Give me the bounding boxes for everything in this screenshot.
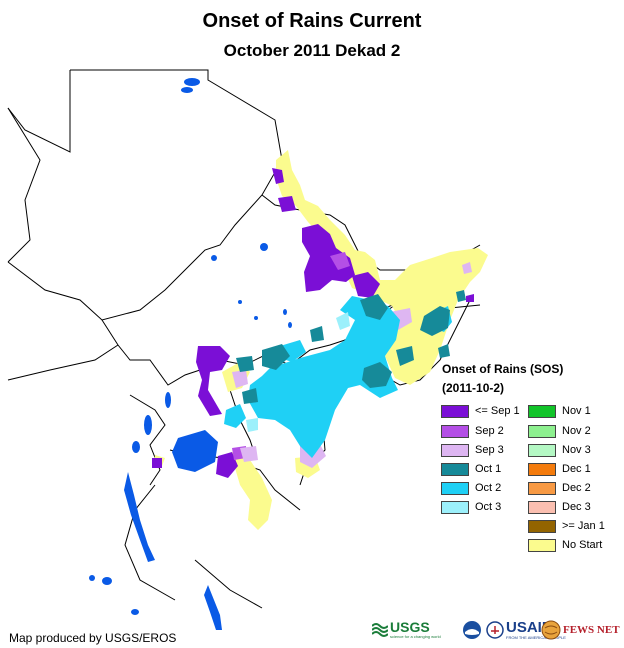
legend-label: Sep 3 bbox=[475, 444, 504, 456]
noaa-emblem-icon bbox=[463, 621, 481, 639]
border-malawi bbox=[194, 559, 263, 609]
legend-swatch bbox=[528, 481, 556, 495]
legend-label: <= Sep 1 bbox=[475, 405, 520, 417]
fewsnet-logo: FEWS NET bbox=[541, 617, 620, 643]
legend-item: No Start bbox=[528, 538, 602, 552]
border-chad bbox=[7, 107, 41, 263]
usaid-seal-icon bbox=[486, 621, 504, 639]
border-west bbox=[7, 344, 119, 381]
legend-swatch bbox=[528, 443, 556, 457]
usgs-mark-icon bbox=[372, 623, 388, 637]
border-egypt-sudan bbox=[70, 69, 283, 161]
legend-label: Dec 2 bbox=[562, 482, 591, 494]
legend-swatch bbox=[528, 424, 556, 438]
usgs-text: USGS bbox=[390, 619, 430, 635]
sep1-ethiopia bbox=[302, 224, 355, 292]
lake-tanganyika-shape bbox=[124, 472, 155, 562]
legend-label: Oct 2 bbox=[475, 482, 502, 494]
border-sudan-west bbox=[7, 159, 283, 321]
legend-item: >= Jan 1 bbox=[528, 519, 605, 533]
legend-item: Nov 3 bbox=[528, 443, 591, 457]
legend-label: Nov 2 bbox=[562, 425, 591, 437]
legend-label: Sep 2 bbox=[475, 425, 504, 437]
border-drc-south bbox=[124, 484, 176, 601]
no-start-tanzania bbox=[232, 452, 272, 530]
legend-item: Oct 1 bbox=[441, 462, 501, 476]
legend-item: <= Sep 1 bbox=[441, 404, 520, 418]
legend-item: Dec 1 bbox=[528, 462, 591, 476]
border-drc bbox=[129, 394, 166, 486]
legend-swatch bbox=[528, 538, 556, 552]
legend-item: Nov 1 bbox=[528, 404, 591, 418]
legend-title: Onset of Rains (SOS) bbox=[442, 362, 564, 376]
map-title: Onset of Rains Current bbox=[202, 10, 422, 32]
legend-swatch bbox=[528, 404, 556, 418]
legend-item: Sep 3 bbox=[441, 443, 504, 457]
lake-malawi-shape bbox=[204, 585, 222, 630]
usaid-text: USAID bbox=[506, 618, 553, 636]
lake-nasser-shape bbox=[184, 78, 200, 86]
usgs-logo: USGS science for a changing world bbox=[372, 617, 441, 643]
legend-item: Sep 2 bbox=[441, 424, 504, 438]
legend-swatch bbox=[441, 443, 469, 457]
legend-swatch bbox=[441, 424, 469, 438]
oct2-central bbox=[248, 296, 400, 458]
credit-text: Map produced by USGS/EROS bbox=[9, 631, 177, 645]
fewsnet-globe-icon bbox=[541, 620, 561, 640]
legend-swatch bbox=[528, 462, 556, 476]
legend-label: Dec 3 bbox=[562, 501, 591, 513]
legend-label: >= Jan 1 bbox=[562, 520, 605, 532]
legend-item: Oct 3 bbox=[441, 500, 501, 514]
rain-onset-regions bbox=[152, 150, 488, 530]
usaid-logo: USAID FROM THE AMERICAN PEOPLE bbox=[486, 617, 566, 643]
oct1-ethiopia-east bbox=[420, 306, 450, 336]
legend-label: Oct 1 bbox=[475, 463, 502, 475]
map-subtitle: October 2011 Dekad 2 bbox=[223, 41, 401, 60]
water-bodies bbox=[89, 78, 292, 630]
legend-item: Dec 2 bbox=[528, 481, 591, 495]
legend-label: Nov 3 bbox=[562, 444, 591, 456]
border-car bbox=[101, 319, 201, 386]
legend-label: Oct 3 bbox=[475, 501, 502, 513]
border-libya-egypt bbox=[7, 70, 71, 153]
legend-swatch bbox=[441, 404, 469, 418]
legend-label: Nov 1 bbox=[562, 405, 591, 417]
legend-label: No Start bbox=[562, 539, 603, 551]
legend-swatch bbox=[528, 519, 556, 533]
fewsnet-text: FEWS NET bbox=[563, 624, 620, 636]
legend-swatch bbox=[441, 500, 469, 514]
legend-item: Nov 2 bbox=[528, 424, 591, 438]
legend-swatch bbox=[528, 500, 556, 514]
legend-label: Dec 1 bbox=[562, 463, 591, 475]
usgs-tagline: science for a changing world bbox=[390, 634, 441, 639]
usaid-tagline: FROM THE AMERICAN PEOPLE bbox=[506, 634, 566, 640]
sep1-south-sudan bbox=[196, 346, 230, 416]
noaa-logo bbox=[462, 617, 482, 643]
legend-item: Dec 3 bbox=[528, 500, 591, 514]
legend-item: Oct 2 bbox=[441, 481, 501, 495]
lake-victoria-shape bbox=[172, 430, 218, 472]
legend-date: (2011-10-2) bbox=[442, 381, 505, 395]
legend-swatch bbox=[441, 481, 469, 495]
legend-swatch bbox=[441, 462, 469, 476]
